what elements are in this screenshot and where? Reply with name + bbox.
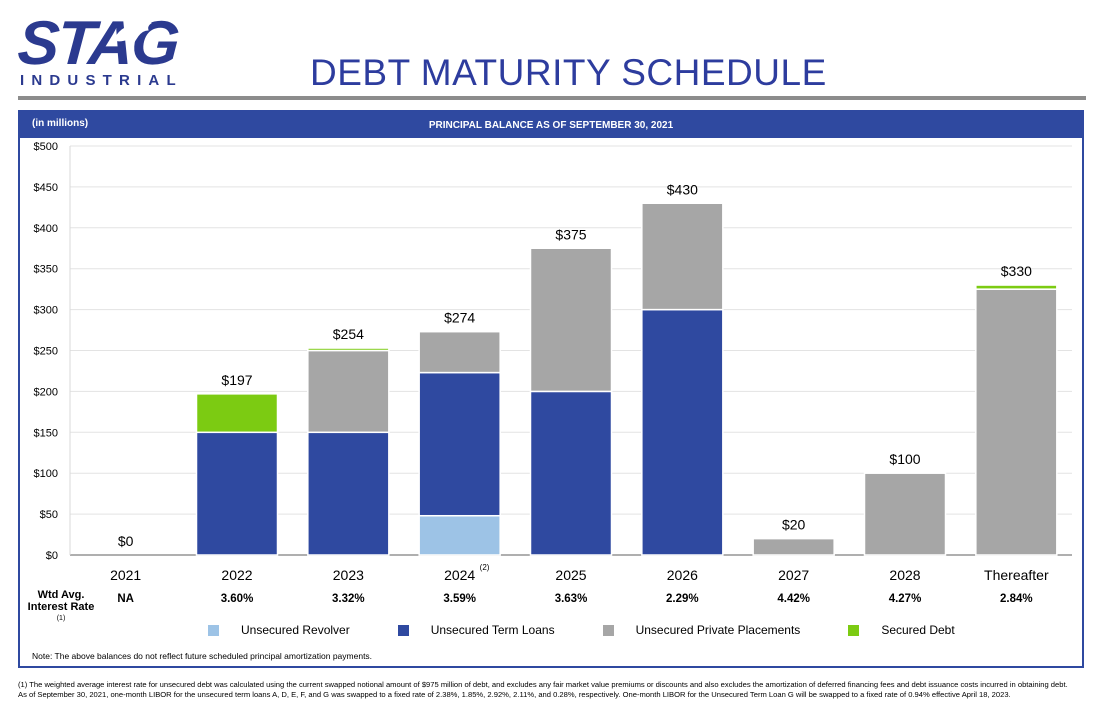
wtd-avg-rate-value: 4.27%: [889, 593, 922, 605]
wtd-avg-rate-footnote-ref: (1): [56, 615, 66, 622]
bar-segment: [863, 472, 947, 556]
legend-swatch: [208, 624, 219, 636]
legend-label: Secured Debt: [881, 623, 955, 637]
bull-icon: [113, 21, 152, 43]
legend-swatch: [397, 624, 409, 636]
bar-total-label: $100: [889, 451, 920, 467]
title-divider: [18, 96, 1086, 100]
bar-total-label: $430: [667, 181, 698, 197]
wtd-avg-rate-value: 2.84%: [1000, 593, 1033, 605]
wtd-avg-rate-value: 4.42%: [777, 593, 810, 605]
legend-item: Unsecured Private Placements: [602, 623, 849, 637]
x-tick-label: 2027: [778, 567, 809, 583]
legend-swatch: [848, 624, 860, 636]
bar-segment: [975, 284, 1058, 290]
y-tick-label: $500: [34, 141, 58, 153]
bar-segment: [195, 393, 279, 434]
wtd-avg-rate-value: 3.59%: [443, 593, 476, 605]
stag-logo: STAG INDUSTRIAL: [16, 9, 198, 90]
wtd-avg-rate-value: NA: [117, 593, 134, 605]
page-title: DEBT MATURITY SCHEDULE: [310, 52, 827, 93]
wtd-avg-rate-heading: Wtd Avg. Interest Rate (1): [26, 589, 96, 628]
x-tick-label: 2028: [889, 567, 920, 583]
panel-header: (in millions) PRINCIPAL BALANCE AS OF SE…: [20, 112, 1082, 138]
wtd-avg-rate-value: 2.29%: [666, 593, 699, 605]
x-tick-label: 2024: [444, 567, 475, 583]
y-tick-label: $450: [34, 182, 58, 194]
bar-segment: [307, 431, 390, 556]
bar-segment: [529, 247, 613, 393]
wtd-avg-rate-value: 3.63%: [555, 593, 588, 605]
bar-total-label: $375: [555, 226, 586, 242]
bar-total-label: $254: [333, 326, 364, 342]
y-tick-label: $350: [34, 264, 58, 276]
units-label: (in millions): [32, 118, 89, 129]
wtd-avg-rate-value: 3.32%: [332, 593, 365, 605]
panel-title: PRINCIPAL BALANCE AS OF SEPTEMBER 30, 20…: [428, 120, 674, 131]
bar-segment: [975, 288, 1058, 556]
bar-total-label: $20: [782, 517, 806, 533]
chart-legend: Unsecured Revolver Unsecured Term Loans Un…: [208, 622, 1003, 638]
legend-label: Unsecured Private Placements: [635, 623, 801, 637]
bar-segment: [641, 202, 724, 311]
bar-total-label: $0: [118, 533, 134, 549]
wtd-avg-rate-label: Wtd Avg. Interest Rate: [27, 589, 95, 613]
legend-label: Unsecured Term Loans: [430, 623, 555, 637]
x-tick-label: Thereafter: [984, 567, 1049, 583]
bar-segment: [418, 514, 501, 556]
bar-total-label: $330: [1001, 263, 1032, 279]
logo-subtitle: INDUSTRIAL: [20, 72, 183, 89]
bar-segment: [307, 347, 390, 352]
x-tick-label: 2025: [555, 567, 586, 583]
legend-item: Unsecured Term Loans: [397, 623, 603, 637]
wtd-avg-rate-value: 3.60%: [221, 593, 254, 605]
bar-segment: [752, 537, 835, 556]
legend-item: Secured Debt: [848, 623, 1002, 637]
y-tick-label: $50: [40, 509, 58, 521]
bar-total-label: $274: [444, 310, 475, 326]
legend-item: Unsecured Revolver: [208, 623, 398, 637]
y-tick-label: $400: [34, 223, 58, 235]
bar-segment: [529, 390, 613, 556]
bar-segment: [641, 308, 724, 556]
footnote-1: (1) The weighted average interest rate f…: [18, 680, 1068, 699]
bar-segment: [307, 349, 390, 434]
x-tick-label: 2022: [221, 567, 252, 583]
x-tick-footnote: (2): [480, 563, 490, 572]
x-tick-label: 2026: [667, 567, 698, 583]
balance-note: Note: The above balances do not reflect …: [32, 651, 373, 661]
y-tick-label: $200: [34, 386, 58, 398]
y-tick-label: $0: [46, 550, 58, 562]
bar-total-label: $197: [221, 372, 252, 388]
y-tick-label: $300: [34, 305, 58, 317]
x-tick-label: 2023: [333, 567, 364, 583]
chart-panel: (in millions) PRINCIPAL BALANCE AS OF SE…: [18, 110, 1084, 668]
bar-segment: [418, 330, 501, 374]
legend-swatch: [602, 624, 614, 636]
legend-label: Unsecured Revolver: [241, 623, 350, 637]
y-tick-label: $100: [34, 468, 58, 480]
y-tick-label: $250: [34, 346, 58, 358]
bar-segment: [195, 431, 279, 556]
x-tick-label: 2021: [110, 567, 141, 583]
y-tick-label: $150: [34, 427, 58, 439]
bar-segment: [418, 371, 501, 517]
